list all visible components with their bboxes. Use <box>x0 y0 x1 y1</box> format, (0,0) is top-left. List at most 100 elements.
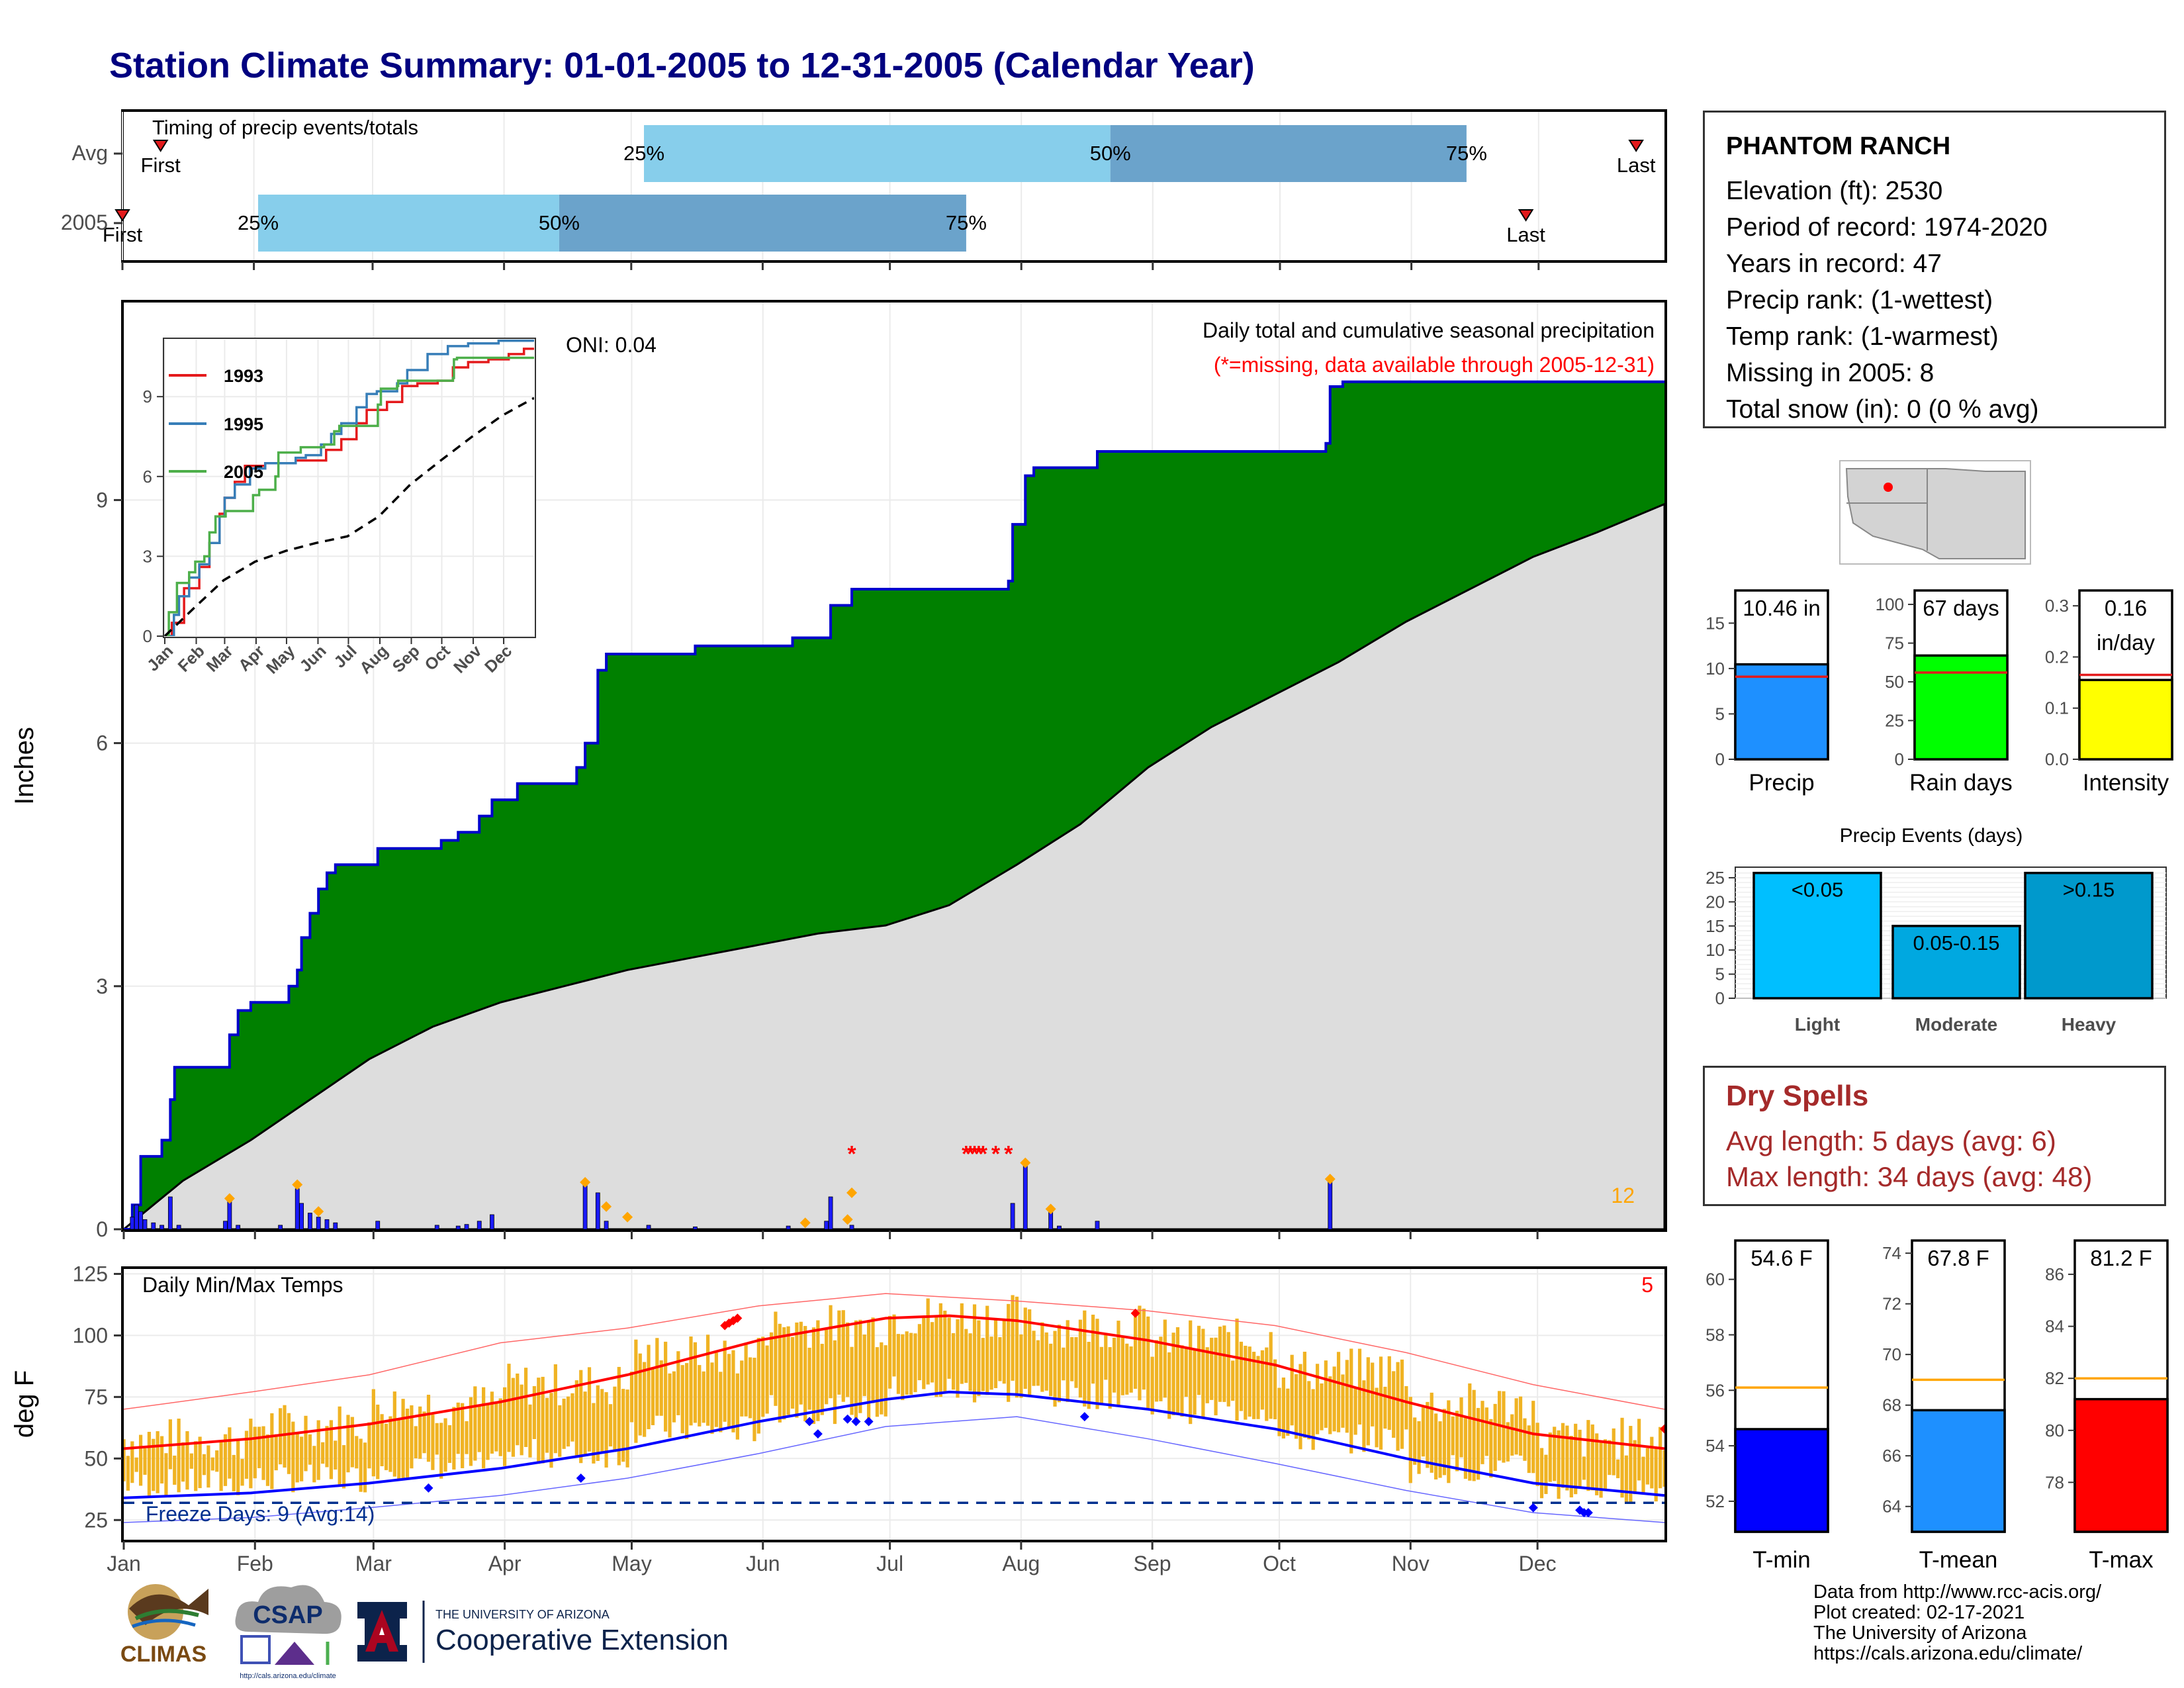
temp-daily-bar-103 <box>553 1364 557 1454</box>
temp-daily-bar-13 <box>173 1455 177 1485</box>
precip-ylabel: Inches <box>10 727 39 805</box>
events-category-label-Light: Light <box>1795 1014 1840 1035</box>
temp-daily-bar-4 <box>134 1457 138 1472</box>
temp-daily-bar-161 <box>799 1321 803 1405</box>
timing-label-p50-2005: 50% <box>539 211 580 234</box>
temp-daily-bar-116 <box>608 1404 613 1447</box>
temp-daily-bar-191 <box>926 1298 930 1385</box>
summary-ytick-label-T-mean-0: 64 <box>1882 1497 1901 1517</box>
precip-daily-bar-19 <box>434 1225 439 1229</box>
temp-chart: 25 50 75 100 125 Jan Feb Mar Apr May Jun Jul Aug Sep O… <box>10 1262 1667 1575</box>
summary-label-T-max: T-max <box>2089 1547 2154 1573</box>
temp-daily-bar-356 <box>1624 1455 1629 1503</box>
precip-daily-bar-31 <box>828 1196 833 1229</box>
precip-event-marker-2 <box>313 1206 324 1217</box>
temp-daily-bar-202 <box>972 1304 977 1403</box>
temp-daily-bar-178 <box>871 1317 875 1403</box>
temp-daily-bar-189 <box>917 1324 921 1381</box>
precip-daily-bar-38 <box>1328 1177 1333 1229</box>
temp-daily-bar-339 <box>1553 1427 1557 1481</box>
temp-daily-bar-9 <box>156 1431 159 1493</box>
temp-daily-bar-216 <box>1032 1331 1036 1386</box>
temp-daily-bar-108 <box>574 1380 578 1457</box>
temp-daily-bar-188 <box>913 1333 917 1393</box>
temp-daily-bar-220 <box>1049 1343 1053 1396</box>
temp-daily-bar-55 <box>350 1417 354 1468</box>
temp-daily-bar-175 <box>858 1319 862 1413</box>
summary-ytick-label-Intensity-2: 0.2 <box>2045 647 2069 667</box>
temp-daily-bar-134 <box>685 1363 689 1439</box>
temp-daily-bar-195 <box>943 1310 947 1392</box>
temp-daily-bar-47 <box>316 1420 320 1480</box>
temp-daily-bar-358 <box>1633 1440 1637 1495</box>
temp-record-low-marker-8 <box>1528 1503 1538 1513</box>
summary-ytick-label-T-mean-3: 70 <box>1882 1344 1901 1364</box>
temp-daily-bar-105 <box>562 1398 566 1449</box>
temp-daily-bar-173 <box>850 1346 854 1415</box>
temp-daily-bar-201 <box>968 1333 972 1391</box>
precip-missing-marker-1: * <box>962 1141 971 1166</box>
temp-daily-bar-308 <box>1421 1407 1426 1457</box>
temp-daily-bar-139 <box>705 1335 710 1426</box>
temp-daily-bar-269 <box>1256 1356 1260 1419</box>
temp-daily-bar-302 <box>1396 1362 1400 1451</box>
temp-daily-bar-268 <box>1252 1352 1256 1419</box>
temp-daily-bar-3 <box>130 1441 134 1483</box>
temp-daily-bar-333 <box>1527 1425 1531 1474</box>
csap-logo-url: http://cals.arizona.edu/climate <box>240 1672 336 1680</box>
csap-logo-text: CSAP <box>253 1601 323 1629</box>
temp-daily-bar-167 <box>825 1329 829 1405</box>
temp-daily-bar-121 <box>629 1372 634 1423</box>
temp-daily-bar-363 <box>1654 1448 1658 1502</box>
credit-university: The University of Arizona <box>1813 1622 2027 1644</box>
inset-ytick-label-0: 0 <box>143 626 152 646</box>
temp-daily-bar-5 <box>138 1434 143 1486</box>
temp-daily-bar-138 <box>702 1371 705 1423</box>
temp-daily-bar-196 <box>947 1317 951 1379</box>
temp-daily-bar-238 <box>1125 1343 1129 1395</box>
temp-daily-bar-193 <box>934 1317 938 1397</box>
summary-ytick-label-Rain days-3: 75 <box>1885 633 1904 653</box>
temp-daily-bar-41 <box>291 1421 295 1493</box>
temp-daily-bar-158 <box>786 1326 790 1415</box>
summary-ytick-label-T-mean-4: 72 <box>1882 1294 1901 1314</box>
temp-daily-bar-18 <box>194 1441 198 1491</box>
temp-daily-bar-217 <box>1036 1340 1040 1386</box>
summary-label-Rain days: Rain days <box>1909 770 2013 796</box>
precip-daily-bar-24 <box>582 1184 588 1229</box>
temp-daily-bar-255 <box>1197 1325 1201 1395</box>
temp-daily-bar-23 <box>215 1450 219 1472</box>
temp-daily-bar-345 <box>1578 1429 1582 1487</box>
temp-daily-bar-267 <box>1248 1346 1251 1417</box>
temp-daily-bar-360 <box>1641 1456 1645 1494</box>
temp-daily-bar-365 <box>1662 1450 1664 1487</box>
precip-daily-bar-17 <box>333 1222 338 1229</box>
temp-daily-bar-290 <box>1345 1360 1349 1433</box>
summary-label-T-min: T-min <box>1752 1547 1811 1573</box>
summary-ytick-label-Rain days-4: 100 <box>1876 594 1904 614</box>
precip-summary-charts: 10.46 in 0 5 10 15 Precip 67 days 0 25 50 75 100 Rai… <box>1706 589 2173 796</box>
temp-daily-bar-276 <box>1286 1388 1290 1436</box>
temp-daily-bar-362 <box>1650 1436 1654 1489</box>
events-ytick-label-1: 5 <box>1715 964 1725 984</box>
temp-daily-bar-280 <box>1302 1352 1306 1438</box>
temp-record-low-marker-0 <box>424 1483 433 1493</box>
precip-missing-marker-6: * <box>991 1141 1001 1166</box>
temp-daily-bar-258 <box>1210 1337 1214 1400</box>
timing-label-last-Avg: Last <box>1617 154 1656 177</box>
temp-daily-bar-341 <box>1561 1423 1565 1488</box>
summary-bar-T-min <box>1734 1428 1829 1533</box>
temp-daily-bar-122 <box>634 1339 638 1443</box>
temp-daily-bar-244 <box>1150 1356 1154 1415</box>
temp-title: Daily Min/Max Temps <box>142 1273 343 1297</box>
precip-events-chart: Precip Events (days) <0.05 Light 0.05-0.15… <box>1706 825 2167 1035</box>
summary-ytick-label-Rain days-2: 50 <box>1885 672 1904 692</box>
temp-daily-bar-287 <box>1332 1366 1336 1432</box>
temp-daily-bar-346 <box>1582 1456 1586 1480</box>
page-title: Station Climate Summary: 01-01-2005 to 1… <box>109 46 1255 85</box>
dry-spells-max: Max length: 34 days (avg: 48) <box>1726 1161 2093 1192</box>
precip-daily-bar-8 <box>223 1221 228 1229</box>
temp-daily-bar-159 <box>790 1336 795 1409</box>
summary-ytick-label-T-max-4: 86 <box>2045 1264 2064 1284</box>
